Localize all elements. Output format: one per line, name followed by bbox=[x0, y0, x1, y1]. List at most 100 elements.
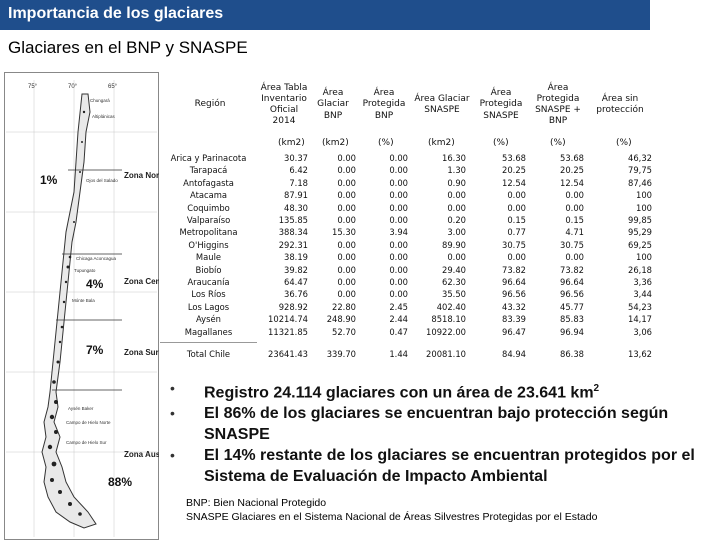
region-cell: Metropolitana bbox=[160, 226, 257, 239]
region-cell: Antofagasta bbox=[160, 176, 257, 189]
place-label: Ojos del Salado bbox=[86, 178, 118, 183]
value-cell: 0.00 bbox=[337, 252, 356, 263]
value-cell: 0.00 bbox=[389, 252, 408, 263]
zone-percent: 88% bbox=[108, 475, 132, 489]
value-cell: 12.54 bbox=[560, 177, 584, 188]
value-cell: 0.00 bbox=[565, 252, 584, 263]
table-row: Atacama 87.91 0.00 0.00 0.00 0.00 0.00 100 bbox=[160, 189, 655, 202]
value-cell: 3,06 bbox=[633, 326, 652, 337]
value-cell: 2.45 bbox=[389, 301, 408, 312]
value-cell: 0.00 bbox=[337, 202, 356, 213]
unit-label: (%) bbox=[493, 138, 509, 148]
value-cell: 0.00 bbox=[447, 190, 466, 201]
value-cell: 0.00 bbox=[337, 153, 356, 163]
value-cell: 0.00 bbox=[565, 202, 584, 213]
value-cell: 38.19 bbox=[284, 252, 308, 263]
value-cell: 0.00 bbox=[565, 190, 584, 201]
value-cell: 30.75 bbox=[502, 239, 526, 250]
region-cell: Maule bbox=[160, 251, 257, 264]
region-cell: Biobío bbox=[160, 263, 257, 276]
value-cell: 0.00 bbox=[337, 165, 356, 176]
value-cell: 39.82 bbox=[284, 264, 308, 275]
value-cell: 0.00 bbox=[389, 215, 408, 225]
column-header: Región bbox=[194, 99, 226, 110]
page-title: Importancia de los glaciares bbox=[8, 5, 224, 22]
value-cell: 96.94 bbox=[560, 326, 584, 337]
unit-label: (km2) bbox=[322, 138, 349, 148]
column-header: Área Tabla Inventario Oficial 2014 bbox=[260, 82, 308, 127]
value-cell: 69,25 bbox=[628, 239, 652, 250]
value-cell: 0.77 bbox=[507, 227, 526, 238]
value-cell: 87.91 bbox=[284, 190, 308, 201]
value-cell: 0.00 bbox=[389, 165, 408, 176]
longitude-label: 75° bbox=[28, 84, 38, 90]
value-cell: 0.00 bbox=[389, 177, 408, 188]
value-cell: 10922.00 bbox=[426, 326, 466, 337]
footnote-snaspe: SNASPE Glaciares en el Sistema Nacional … bbox=[186, 511, 598, 523]
value-cell: 16.30 bbox=[442, 153, 466, 163]
zone-label: Zona Norte bbox=[124, 171, 159, 180]
value-cell: 339.70 bbox=[326, 349, 356, 359]
value-cell: 79,75 bbox=[628, 165, 652, 176]
table-row: Valparaíso 135.85 0.00 0.00 0.20 0.15 0.15 99,8… bbox=[160, 214, 655, 226]
table-row: Arica y Parinacota 30.37 0.00 0.00 16.30 53.6… bbox=[160, 152, 655, 164]
value-cell: 96.47 bbox=[502, 326, 526, 337]
value-cell: 7.18 bbox=[289, 177, 308, 188]
value-cell: 0.00 bbox=[337, 239, 356, 250]
value-cell: 64.47 bbox=[284, 277, 308, 287]
table-row: O'Higgins 292.31 0.00 0.00 89.90 30.75 30.75 69… bbox=[160, 238, 655, 251]
value-cell: 30.75 bbox=[560, 239, 584, 250]
value-cell: 0.00 bbox=[447, 202, 466, 213]
value-cell: 22.80 bbox=[332, 301, 356, 312]
value-cell: 0.00 bbox=[389, 239, 408, 250]
table-row: Tarapacá 6.42 0.00 0.00 1.30 20.25 20.25 79,75 bbox=[160, 164, 655, 177]
value-cell: 135.85 bbox=[278, 215, 308, 225]
table-row: Biobío 39.82 0.00 0.00 29.40 73.82 73.82 26,18 bbox=[160, 263, 655, 276]
subtitle: Glaciares en el BNP y SNASPE bbox=[8, 38, 248, 57]
value-cell: 48.30 bbox=[284, 202, 308, 213]
value-cell: 14,17 bbox=[628, 314, 652, 325]
value-cell: 0.00 bbox=[389, 264, 408, 275]
value-cell: 0.00 bbox=[337, 277, 356, 287]
value-cell: 53.68 bbox=[502, 153, 526, 163]
value-cell: 1.30 bbox=[447, 165, 466, 176]
region-cell: Arica y Parinacota bbox=[160, 152, 257, 164]
place-label: Chicaga Aconcagua bbox=[76, 256, 117, 261]
bullet-item: • Registro 24.114 glaciares con un área d… bbox=[170, 380, 600, 402]
value-cell: 0.00 bbox=[507, 202, 526, 213]
longitude-label: 70° bbox=[68, 84, 78, 90]
value-cell: 30.37 bbox=[284, 153, 308, 163]
value-cell: 87,46 bbox=[628, 177, 652, 188]
value-cell: 0.00 bbox=[389, 202, 408, 213]
value-cell: 20081.10 bbox=[426, 349, 466, 359]
value-cell: 26,18 bbox=[628, 264, 652, 275]
value-cell: 388.34 bbox=[278, 227, 308, 238]
value-cell: 8518.10 bbox=[431, 314, 466, 325]
value-cell: 3,36 bbox=[633, 277, 652, 287]
value-cell: 0.90 bbox=[447, 177, 466, 188]
value-cell: 100 bbox=[636, 252, 652, 263]
value-cell: 11321.85 bbox=[268, 326, 308, 337]
bullet-item: • El 14% restante de los glaciares se enc… bbox=[170, 447, 695, 486]
total-divider bbox=[160, 342, 257, 343]
region-cell: Los Ríos bbox=[160, 288, 257, 301]
value-cell: 3,44 bbox=[633, 289, 652, 300]
unit-label: (%) bbox=[378, 138, 394, 148]
region-cell: O'Higgins bbox=[160, 238, 257, 251]
title-bar: Importancia de los glaciares bbox=[0, 0, 650, 30]
value-cell: 3.94 bbox=[389, 227, 408, 238]
value-cell: 20.25 bbox=[502, 165, 526, 176]
unit-label: (%) bbox=[616, 138, 632, 148]
value-cell: 29.40 bbox=[442, 264, 466, 275]
table-row: Coquimbo 48.30 0.00 0.00 0.00 0.00 0.00 100 bbox=[160, 201, 655, 214]
value-cell: 0.00 bbox=[337, 190, 356, 201]
table-row: Los Lagos 928.92 22.80 2.45 402.40 43.32 45.77… bbox=[160, 300, 655, 313]
region-cell: Valparaíso bbox=[160, 214, 257, 226]
chile-outline bbox=[41, 93, 97, 529]
column-header: Área Protegida SNASPE bbox=[479, 88, 523, 121]
value-cell: 53.68 bbox=[560, 153, 584, 163]
value-cell: 0.00 bbox=[389, 190, 408, 201]
value-cell: 100 bbox=[636, 190, 652, 201]
value-cell: 43.32 bbox=[502, 301, 526, 312]
column-header: Área sin protección bbox=[596, 93, 644, 115]
